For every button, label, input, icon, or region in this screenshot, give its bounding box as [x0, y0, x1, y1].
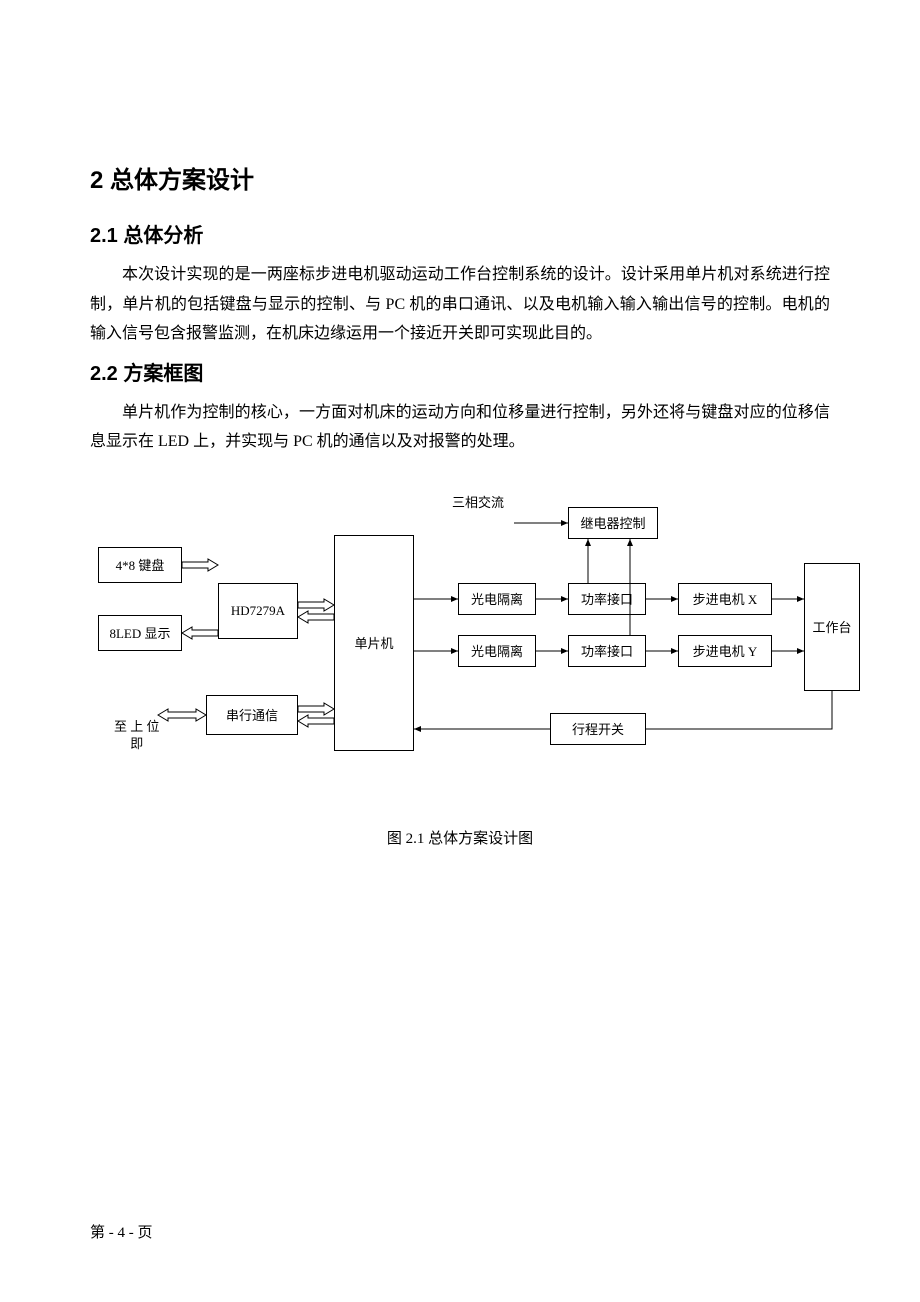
page-footer: 第 - 4 - 页: [90, 1221, 153, 1242]
block-stepy: 步进电机 Y: [678, 635, 772, 667]
label-uplink: 至 上 位 即: [114, 719, 160, 753]
block-table: 工作台: [804, 563, 860, 691]
block-hd7279: HD7279A: [218, 583, 298, 639]
para-2: 单片机作为控制的核心，一方面对机床的运动方向和位移量进行控制，另外还将与键盘对应…: [90, 398, 830, 457]
block-stepx: 步进电机 X: [678, 583, 772, 615]
heading-2a: 2.1 总体分析: [90, 219, 830, 248]
block-serial: 串行通信: [206, 695, 298, 735]
block-opto1: 光电隔离: [458, 583, 536, 615]
block-opto2: 光电隔离: [458, 635, 536, 667]
block-keypad: 4*8 键盘: [98, 547, 182, 583]
block-led: 8LED 显示: [98, 615, 182, 651]
block-pwr2: 功率接口: [568, 635, 646, 667]
block-diagram: 4*8 键盘8LED 显示HD7279A串行通信单片机光电隔离光电隔离继电器控制…: [90, 487, 860, 777]
block-limit: 行程开关: [550, 713, 646, 745]
heading-1: 2 总体方案设计: [90, 160, 830, 195]
block-pwr1: 功率接口: [568, 583, 646, 615]
label-ac: 三相交流: [452, 495, 504, 512]
heading-2b: 2.2 方案框图: [90, 357, 830, 386]
para-1: 本次设计实现的是一两座标步进电机驱动运动工作台控制系统的设计。设计采用单片机对系…: [90, 260, 830, 349]
block-relay: 继电器控制: [568, 507, 658, 539]
figure-caption: 图 2.1 总体方案设计图: [90, 827, 830, 848]
block-mcu: 单片机: [334, 535, 414, 751]
